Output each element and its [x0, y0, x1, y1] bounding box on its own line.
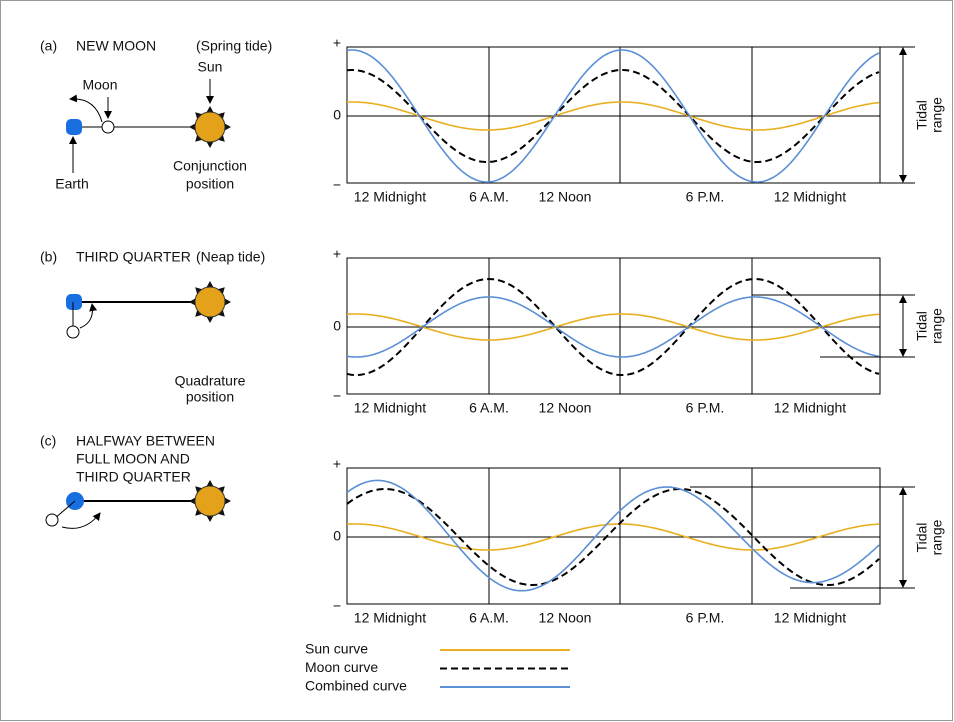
diagram-label: position — [186, 389, 234, 405]
sun — [195, 287, 225, 317]
legend-label: Combined curve — [305, 678, 407, 694]
diagram-label: Moon — [82, 77, 117, 93]
x-label: 12 Midnight — [774, 189, 846, 205]
moon — [102, 121, 114, 133]
x-label: 6 P.M. — [686, 610, 725, 626]
panel-heading: THIRD QUARTER — [76, 469, 191, 485]
x-label: 12 Noon — [539, 189, 592, 205]
x-label: 6 A.M. — [469, 189, 509, 205]
tidal-range-label: range — [929, 308, 945, 344]
figure: (a) NEW MOON (Spring tide) Moon Sun Earth Conj… — [0, 0, 954, 722]
y-label: + — [333, 246, 341, 262]
tidal-range-label: range — [929, 519, 945, 555]
y-label: + — [333, 35, 341, 51]
y-label: − — [333, 388, 341, 404]
x-label: 6 P.M. — [686, 189, 725, 205]
earth — [66, 119, 82, 135]
moon — [46, 514, 58, 526]
y-label: − — [333, 598, 341, 614]
diagram-label: Sun — [198, 59, 223, 75]
tidal-range-label: Tidal — [914, 311, 930, 341]
panel-heading: (c) — [40, 433, 56, 449]
y-label: 0 — [333, 318, 341, 334]
earth — [66, 294, 82, 310]
tidal-range-label: Tidal — [914, 100, 930, 130]
y-label: − — [333, 177, 341, 193]
diagram-label: Quadrature — [175, 373, 246, 389]
tidal-range-label: Tidal — [914, 523, 930, 553]
y-label: + — [333, 456, 341, 472]
x-label: 12 Midnight — [354, 400, 426, 416]
y-label: 0 — [333, 528, 341, 544]
sun — [195, 112, 225, 142]
panel-heading: (Spring tide) — [196, 38, 272, 54]
x-label: 6 A.M. — [469, 610, 509, 626]
x-label: 6 A.M. — [469, 400, 509, 416]
legend-label: Moon curve — [305, 659, 378, 675]
diagram-label: Earth — [55, 176, 88, 192]
x-label: 12 Noon — [539, 610, 592, 626]
panel-heading: (Neap tide) — [196, 249, 265, 265]
x-label: 6 P.M. — [686, 400, 725, 416]
diagram-label: position — [186, 176, 234, 192]
sun — [195, 486, 225, 516]
panel-heading: (b) — [40, 249, 57, 265]
panel-heading: NEW MOON — [76, 38, 156, 54]
x-label: 12 Midnight — [774, 400, 846, 416]
panel-heading: (a) — [40, 38, 57, 54]
x-label: 12 Midnight — [354, 189, 426, 205]
panel-heading: HALFWAY BETWEEN — [76, 433, 215, 449]
moon — [67, 326, 79, 338]
y-label: 0 — [333, 107, 341, 123]
diagram-label: Conjunction — [173, 158, 247, 174]
x-label: 12 Noon — [539, 400, 592, 416]
x-label: 12 Midnight — [354, 610, 426, 626]
panel-heading: THIRD QUARTER — [76, 249, 191, 265]
x-label: 12 Midnight — [774, 610, 846, 626]
panel-heading: FULL MOON AND — [76, 451, 190, 467]
tidal-range-label: range — [929, 97, 945, 133]
legend-label: Sun curve — [305, 641, 368, 657]
